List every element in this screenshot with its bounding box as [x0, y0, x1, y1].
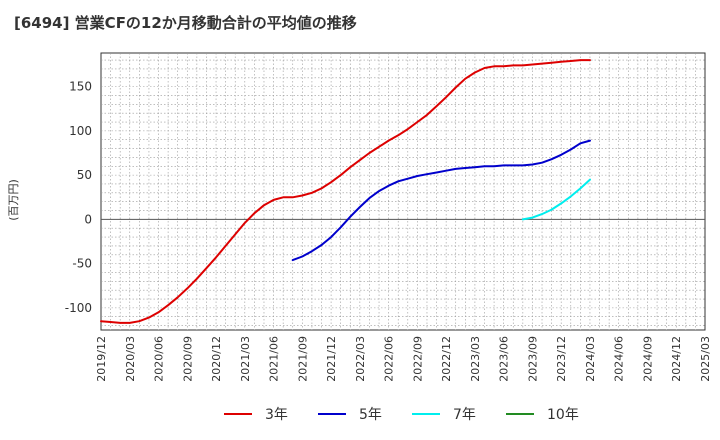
x-tick-label: 2024/06 [613, 336, 626, 382]
x-tick-label: 2023/09 [526, 336, 539, 382]
legend-label: 7年 [453, 407, 476, 423]
x-tick-label: 2021/09 [296, 336, 309, 382]
x-tick-label: 2025/03 [699, 336, 712, 382]
legend: 3年 5年 7年 10年 [224, 407, 579, 423]
y-tick-label: -100 [65, 301, 92, 315]
x-tick-layer: 2019/12 2020/03 2020/06 2020/09 2020/12 2021/… [95, 336, 712, 382]
x-tick-label: 2024/12 [670, 336, 683, 382]
y-tick-label: 0 [84, 212, 92, 226]
y-tick-layer: 150 100 50 0 -50 -100 [65, 80, 92, 315]
x-tick-label: 2021/03 [239, 336, 252, 382]
legend-label: 10年 [547, 407, 579, 423]
plot-area [100, 52, 706, 331]
x-tick-label: 2022/12 [440, 336, 453, 382]
x-tick-label: 2021/12 [325, 336, 338, 382]
series-line [521, 178, 591, 221]
y-axis-label: (百万円) [7, 179, 20, 221]
y-tick-label: -50 [72, 257, 92, 271]
series-layer [100, 59, 591, 324]
series-line [100, 59, 591, 324]
x-tick-label: 2022/03 [354, 336, 367, 382]
x-tick-label: 2022/06 [383, 336, 396, 382]
legend-label: 3年 [265, 407, 288, 423]
x-tick-label: 2020/09 [181, 336, 194, 382]
x-tick-label: 2024/09 [641, 336, 654, 382]
x-tick-label: 2024/03 [584, 336, 597, 382]
series-line [291, 139, 591, 262]
y-tick-label: 100 [69, 124, 92, 138]
x-tick-label: 2023/12 [555, 336, 568, 382]
y-tick-label: 50 [77, 168, 92, 182]
x-tick-label: 2023/06 [498, 336, 511, 382]
x-tick-label: 2020/06 [153, 336, 166, 382]
x-tick-label: 2021/06 [268, 336, 281, 382]
x-tick-label: 2020/12 [210, 336, 223, 382]
x-tick-label: 2022/09 [411, 336, 424, 382]
x-tick-label: 2019/12 [95, 336, 108, 382]
grid-layer [101, 53, 705, 330]
x-tick-label: 2020/03 [124, 336, 137, 382]
x-tick-label: 2023/03 [469, 336, 482, 382]
chart-title: [6494] 営業CFの12か月移動合計の平均値の推移 [14, 14, 357, 32]
y-tick-label: 150 [69, 80, 92, 94]
legend-label: 5年 [359, 407, 382, 423]
